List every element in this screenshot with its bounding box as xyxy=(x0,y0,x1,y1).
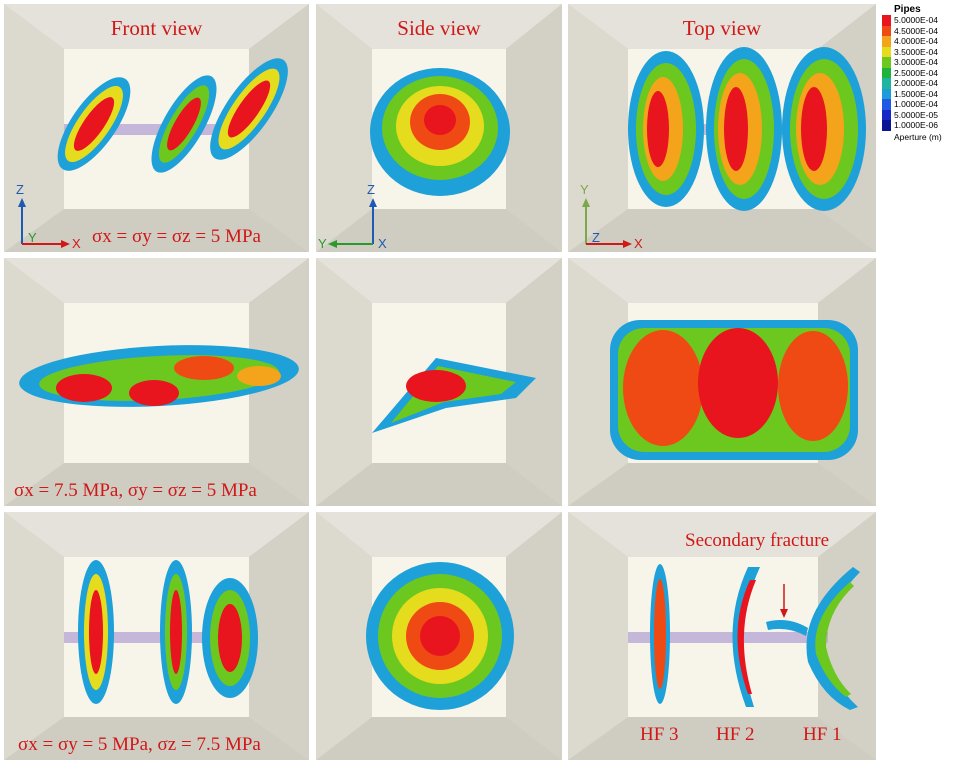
legend-swatch xyxy=(882,109,891,120)
legend-entry: 4.5000E-04 xyxy=(882,25,962,36)
fracture-plot xyxy=(610,320,858,460)
axis-label-z: Z xyxy=(367,182,375,197)
legend-label: 2.0000E-04 xyxy=(894,78,938,89)
axis-label-z: Z xyxy=(16,182,24,197)
panel-top-row2 xyxy=(568,258,876,506)
legend-entries: 5.0000E-04 4.5000E-04 4.0000E-04 3.5000E-04… xyxy=(882,15,962,131)
fracture-plot xyxy=(372,358,536,433)
legend-entry: 1.5000E-04 xyxy=(882,88,962,99)
stress-text: σx = 7.5 MPa, σy = σz = 5 MPa xyxy=(14,480,257,501)
fracture-plot xyxy=(628,564,860,710)
legend-swatch xyxy=(882,99,891,110)
axis-triad-side xyxy=(328,198,377,248)
axis-label-y: Y xyxy=(580,182,589,197)
legend-swatch xyxy=(882,36,891,47)
panel-side-row3 xyxy=(316,512,562,760)
secondary-fracture-label: Secondary fracture xyxy=(685,530,830,551)
axis-label-y: Y xyxy=(318,236,327,251)
stress-text: σx = σy = σz = 5 MPa xyxy=(92,226,261,247)
legend-swatch xyxy=(882,46,891,57)
fracture-plot xyxy=(628,47,866,211)
legend-label: 3.0000E-04 xyxy=(894,57,938,68)
side-view-title: Side view xyxy=(397,16,481,40)
panel-front-row1: Front view Z Y X σx = σy = σz = 5 MPa xyxy=(4,4,309,252)
panel-side-row2 xyxy=(316,258,562,506)
panel-side-row1: Side view Z Y X xyxy=(316,4,562,252)
legend-entry: 3.0000E-04 xyxy=(882,57,962,68)
legend-title: Pipes xyxy=(894,4,921,15)
legend-entry: 2.5000E-04 xyxy=(882,67,962,78)
fracture-plot xyxy=(64,560,258,704)
legend-footer: Aperture (m) xyxy=(894,131,942,142)
panel-top-row1: Top view Y Z X xyxy=(568,4,876,252)
hf3-label: HF 3 xyxy=(640,724,679,745)
legend-label: 1.0000E-04 xyxy=(894,99,938,110)
top-view-title: Top view xyxy=(682,16,762,40)
legend-swatch xyxy=(882,25,891,36)
legend-label: 5.0000E-05 xyxy=(894,109,938,120)
axis-triad-top xyxy=(582,198,632,248)
axis-label-x: X xyxy=(72,236,81,251)
axis-label-y: Y xyxy=(28,230,37,245)
stress-condition-row3: σx = σy = 5 MPa, σz = 7.5 MPa xyxy=(18,734,261,756)
stress-text: σx = σy = 5 MPa, σz = 7.5 MPa xyxy=(18,734,261,755)
stress-condition-row2: σx = 7.5 MPa, σy = σz = 5 MPa xyxy=(14,480,257,502)
legend-swatch xyxy=(882,78,891,89)
legend-label: 5.0000E-04 xyxy=(894,15,938,26)
legend-label: 1.0000E-06 xyxy=(894,120,938,131)
legend-label: 4.5000E-04 xyxy=(894,25,938,36)
legend-swatch xyxy=(882,67,891,78)
panel-front-row2: σx = 7.5 MPa, σy = σz = 5 MPa xyxy=(4,258,309,506)
fracture-plot xyxy=(19,345,299,407)
axis-label-x: X xyxy=(634,236,643,251)
legend-label: 3.5000E-04 xyxy=(894,46,938,57)
fracture-plot xyxy=(370,68,510,196)
legend-swatch xyxy=(882,57,891,68)
front-view-title: Front view xyxy=(110,16,203,40)
legend-entry: 4.0000E-04 xyxy=(882,36,962,47)
legend-entry: 5.0000E-04 xyxy=(882,15,962,26)
panel-front-row3: σx = σy = 5 MPa, σz = 7.5 MPa xyxy=(4,512,309,760)
axis-label-z: Z xyxy=(592,230,600,245)
aperture-legend: Pipes 5.0000E-04 4.5000E-04 4.0000E-04 3.50… xyxy=(882,4,962,142)
stress-condition-row1: σx = σy = σz = 5 MPa xyxy=(92,226,261,248)
panel-top-row3: Secondary fracture HF 3 HF 2 HF 1 xyxy=(568,512,876,760)
legend-entry: 1.0000E-04 xyxy=(882,99,962,110)
hf2-label: HF 2 xyxy=(716,724,755,745)
legend-label: 2.5000E-04 xyxy=(894,67,938,78)
axis-triad-front xyxy=(18,198,70,248)
legend-swatch xyxy=(882,15,891,26)
legend-entry: 5.0000E-05 xyxy=(882,109,962,120)
hf1-label: HF 1 xyxy=(803,724,842,745)
legend-entry: 2.0000E-04 xyxy=(882,78,962,89)
legend-label: 4.0000E-04 xyxy=(894,36,938,47)
legend-entry: 3.5000E-04 xyxy=(882,46,962,57)
fracture-plot xyxy=(57,58,288,173)
axis-label-x: X xyxy=(378,236,387,251)
fracture-plot xyxy=(366,562,514,710)
legend-entry: 1.0000E-06 xyxy=(882,120,962,131)
legend-label: 1.5000E-04 xyxy=(894,88,938,99)
legend-swatch xyxy=(882,88,891,99)
legend-swatch xyxy=(882,120,891,131)
